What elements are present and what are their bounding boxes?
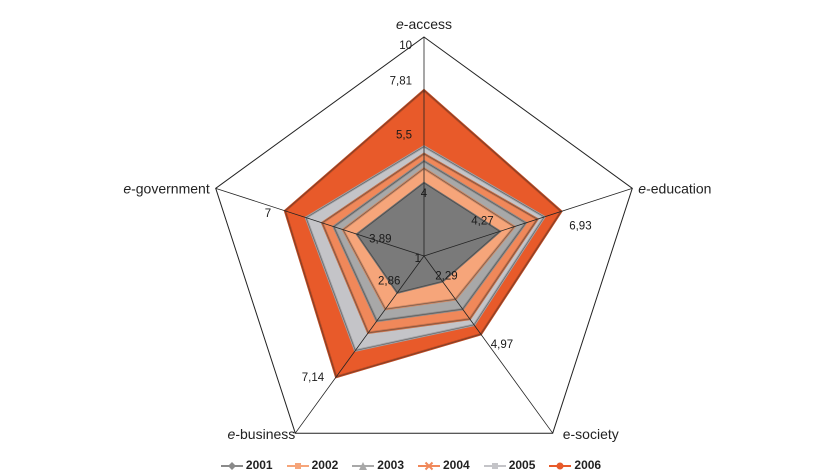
data-label: 5,5 <box>396 130 412 142</box>
legend-item-2005: 2005 <box>483 458 536 472</box>
legend-item-2004: 2004 <box>418 458 470 472</box>
axis-line-e-society <box>423 255 554 434</box>
legend-label: 2005 <box>508 458 536 472</box>
data-label: 2,29 <box>435 270 457 282</box>
data-label: 4,27 <box>471 215 493 227</box>
legend-item-2003: 2003 <box>352 458 404 472</box>
data-labels: 7,81 5,5 4 6,93 4,27 4,97 2,29 7,14 2,86 7 3,89 <box>265 75 592 384</box>
legend-marker-triangle-icon <box>352 460 375 470</box>
axis-label-e-business: e-business <box>228 426 296 442</box>
axis-line-e-education <box>423 187 633 257</box>
axis-line-e-business <box>294 255 425 434</box>
legend-item-2001: 2001 <box>220 458 273 472</box>
legend-label: 2004 <box>443 458 470 472</box>
axis-label-e-government: e-government <box>123 180 210 196</box>
data-label: 7 <box>265 208 271 220</box>
axis-line-e-government <box>215 187 425 257</box>
data-label: 6,93 <box>569 220 591 232</box>
data-label: 2,86 <box>378 276 400 288</box>
legend-label: 2003 <box>377 458 404 472</box>
scale-label-max: 10 <box>399 40 412 52</box>
series-2005-outline <box>305 146 545 351</box>
data-label: 7,14 <box>302 372 325 384</box>
series-2003-outline <box>333 160 527 322</box>
legend-label: 2001 <box>245 458 273 472</box>
data-label: 3,89 <box>369 233 391 245</box>
data-label: 7,81 <box>390 75 412 87</box>
legend: 2001 2002 2003 2004 2005 2006 <box>0 455 822 475</box>
axis-label-e-society: e-society <box>563 426 619 442</box>
legend-marker-diamond-icon <box>220 460 243 470</box>
series-2002-outline <box>342 168 515 310</box>
series-2001-outline <box>356 182 501 293</box>
data-label: 4 <box>421 188 428 200</box>
scale-labels: 10 1 <box>399 40 421 265</box>
legend-marker-square-icon <box>286 460 309 470</box>
legend-label: 2006 <box>574 458 602 472</box>
series-2006-outline <box>284 89 562 378</box>
series-2004-outline <box>321 153 538 334</box>
legend-item-2002: 2002 <box>286 458 339 472</box>
legend-marker-square-icon <box>483 460 506 470</box>
axis-labels: e-access e-education e-society e-business e-… <box>123 16 711 442</box>
data-label: 4,97 <box>491 339 513 351</box>
legend-item-2006: 2006 <box>549 458 601 472</box>
legend-label: 2002 <box>311 458 339 472</box>
legend-marker-cross-icon <box>418 460 440 471</box>
legend-marker-circle-icon <box>549 460 572 470</box>
outer-frame <box>215 36 633 434</box>
axis-label-e-access: e-access <box>396 16 452 32</box>
axis-label-e-education: e-education <box>638 180 711 196</box>
scale-label-min: 1 <box>415 253 421 265</box>
radar-grid <box>215 36 633 434</box>
